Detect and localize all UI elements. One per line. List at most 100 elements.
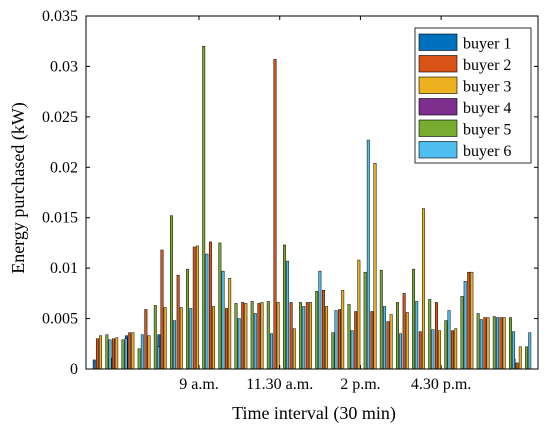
- bar-buyer-5-interval-22: [444, 320, 448, 370]
- bar-buyer-5-interval-21: [428, 299, 432, 370]
- bar-buyer-5-interval-8: [218, 242, 222, 370]
- bar-buyer-2-interval-24: [467, 271, 471, 370]
- x-tick-label: 4.30 p.m.: [411, 376, 471, 393]
- bar-buyer-3-interval-26: [502, 317, 506, 370]
- bar-buyer-6-interval-12: [286, 260, 290, 370]
- y-tick-label: 0.015: [42, 210, 78, 227]
- bar-buyer-2-interval-17: [354, 311, 358, 370]
- bar-buyer-5-interval-23: [460, 296, 464, 370]
- bar-buyer-5-interval-10: [250, 301, 254, 370]
- bar-buyer-2-interval-14: [305, 302, 309, 370]
- bar-buyer-3-interval-20: [405, 312, 409, 370]
- bar-buyer-3-interval-12: [276, 302, 280, 370]
- bar-buyer-5-interval-16: [347, 304, 351, 370]
- bar-buyer-6-interval-23: [463, 281, 467, 370]
- bar-buyer-5-interval-1: [105, 334, 109, 370]
- bar-buyer-6-interval-14: [318, 270, 322, 370]
- bar-buyer-3-interval-1: [99, 335, 103, 370]
- bar-buyer-6-interval-24: [479, 319, 483, 370]
- bar-buyer-5-interval-14: [315, 291, 319, 370]
- legend-label-buyer-5: buyer 5: [463, 122, 511, 139]
- bar-buyer-3-interval-4: [147, 335, 151, 370]
- bar-buyer-6-interval-2: [124, 338, 128, 370]
- bar-buyer-3-interval-2: [115, 337, 119, 370]
- y-tick-label: 0.025: [42, 109, 78, 126]
- bar-buyer-5-interval-3: [137, 348, 141, 370]
- bar-buyer-6-interval-20: [415, 301, 419, 370]
- bar-buyer-2-interval-25: [483, 317, 487, 370]
- bar-buyer-5-interval-15: [331, 332, 335, 370]
- y-tick-label: 0.02: [50, 159, 78, 176]
- bar-buyer-1-interval-1: [92, 359, 96, 370]
- bar-buyer-3-interval-19: [389, 314, 393, 370]
- plot-frame: [85, 15, 539, 370]
- bar-buyer-6-interval-8: [221, 270, 225, 370]
- bar-buyer-3-interval-21: [421, 208, 425, 370]
- bar-buyer-3-interval-22: [438, 330, 442, 370]
- bar-buyer-5-interval-18: [379, 269, 383, 370]
- y-tick-label: 0.005: [42, 311, 78, 328]
- bar-buyer-5-interval-6: [186, 268, 190, 370]
- bar-buyer-3-interval-23: [454, 328, 458, 370]
- bar-buyer-2-interval-4: [144, 309, 148, 370]
- bar-buyer-2-interval-6: [176, 274, 180, 370]
- legend-label-buyer-2: buyer 2: [463, 57, 511, 74]
- bar-buyer-2-interval-7: [192, 246, 196, 370]
- bar-buyer-5-interval-25: [492, 316, 496, 370]
- bar-buyer-2-interval-12: [273, 59, 277, 370]
- bar-buyer-3-interval-6: [179, 307, 183, 370]
- x-tick-label: 2 p.m.: [340, 376, 380, 393]
- bar-buyer-2-interval-21: [418, 331, 422, 370]
- bar-buyer-5-interval-2: [121, 339, 125, 370]
- bar-buyer-6-interval-5: [173, 320, 177, 370]
- legend-swatch-buyer-1: [418, 33, 458, 51]
- bar-buyer-3-interval-25: [486, 317, 490, 370]
- y-tick-label: 0.035: [42, 8, 78, 25]
- bar-buyer-2-interval-19: [386, 321, 390, 370]
- legend-swatch-buyer-5: [418, 119, 458, 137]
- bar-buyer-6-interval-9: [237, 318, 241, 370]
- legend-label-buyer-1: buyer 1: [463, 36, 511, 53]
- bar-buyer-2-interval-10: [241, 302, 245, 370]
- bar-buyer-5-interval-5: [169, 215, 173, 370]
- y-tick-label: 0.03: [50, 58, 78, 75]
- bar-buyer-6-interval-11: [270, 333, 273, 370]
- bar-buyer-6-interval-6: [189, 308, 193, 370]
- bar-buyer-2-interval-27: [515, 362, 519, 370]
- y-tick-label: 0.01: [50, 260, 78, 277]
- bar-buyer-3-interval-11: [260, 302, 264, 370]
- legend-label-buyer-6: buyer 6: [463, 143, 511, 160]
- legend-swatch-buyer-6: [418, 141, 458, 159]
- bar-buyer-2-interval-26: [499, 317, 503, 370]
- legend-swatch-buyer-2: [418, 55, 458, 73]
- bar-buyer-5-interval-4: [153, 305, 157, 370]
- bar-buyer-3-interval-16: [341, 290, 345, 370]
- y-tick-label: 0: [70, 361, 78, 378]
- bar-buyer-6-interval-25: [496, 317, 499, 370]
- bars-layer: [92, 46, 532, 370]
- bar-buyer-3-interval-27: [518, 346, 522, 370]
- bar-buyer-6-interval-3: [140, 334, 144, 370]
- bar-buyer-3-interval-5: [163, 307, 167, 370]
- bar-buyer-2-interval-3: [128, 332, 132, 370]
- bar-buyer-6-interval-13: [302, 306, 306, 370]
- bar-buyer-6-interval-16: [350, 330, 354, 370]
- bar-buyer-6-interval-21: [431, 329, 435, 370]
- bar-buyer-2-interval-23: [451, 330, 455, 370]
- bar-buyer-3-interval-9: [228, 277, 232, 370]
- bar-buyer-5-interval-17: [363, 271, 367, 370]
- ticks-layer: 0 0.005 0.01 0.015 0.02 0.025 0.03 0.035 9 a.m. 1…: [42, 8, 538, 393]
- bar-buyer-6-interval-4: [157, 346, 160, 370]
- bar-buyer-5-interval-19: [395, 302, 399, 370]
- bar-buyer-6-interval-15: [334, 310, 338, 370]
- bar-buyer-6-interval-18: [383, 306, 386, 370]
- bar-buyer-6-interval-10: [253, 313, 257, 370]
- bar-buyer-6-interval-1: [108, 339, 112, 370]
- bar-buyer-3-interval-24: [470, 271, 474, 370]
- bar-buyer-5-interval-26: [508, 317, 512, 370]
- legend-label-buyer-3: buyer 3: [463, 79, 511, 96]
- bar-buyer-3-interval-14: [308, 302, 312, 370]
- bar-buyer-3-interval-3: [131, 332, 135, 370]
- bar-buyer-2-interval-20: [402, 293, 406, 370]
- bar-buyer-5-interval-7: [202, 46, 206, 370]
